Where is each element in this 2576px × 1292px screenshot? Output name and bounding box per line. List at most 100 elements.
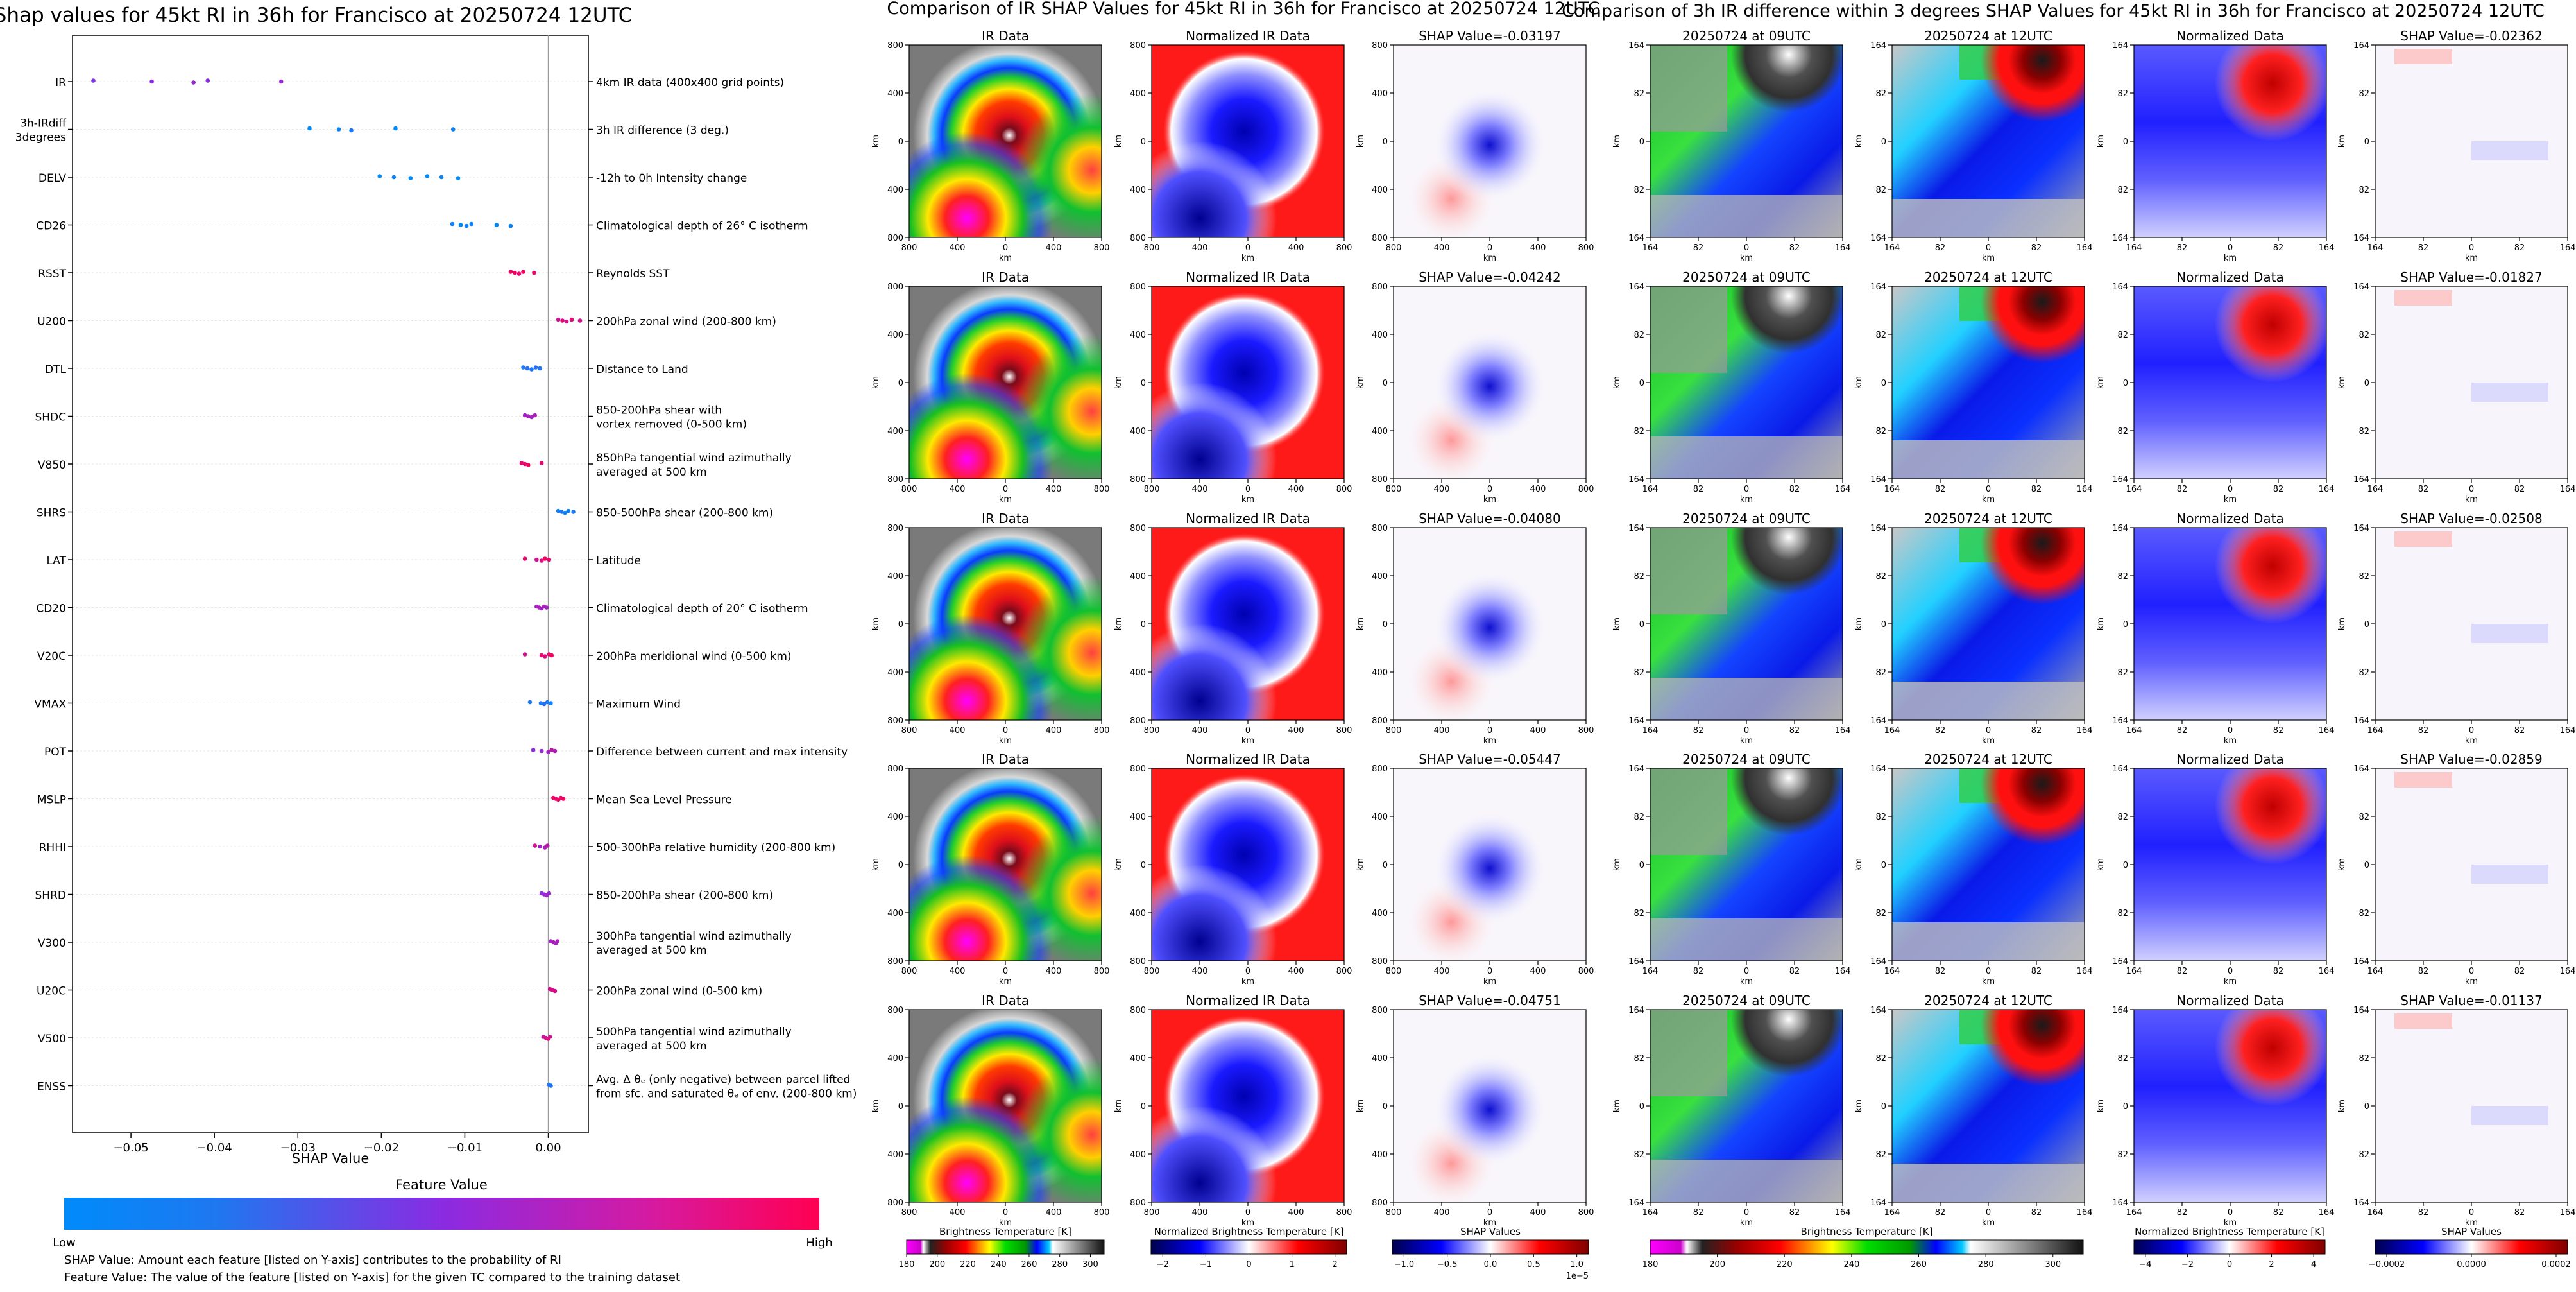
y-tick-label: 164 [2112, 524, 2128, 533]
x-tick-label: −0.01 [447, 1141, 482, 1155]
shap-point [205, 78, 210, 83]
y-tick-label: 800 [1130, 957, 1146, 967]
x-axis-label: km [2465, 736, 2478, 746]
y-tick-label: 164 [2353, 282, 2369, 292]
shap-summary-panel: Shap values for 45kt RI in 36h for Franc… [0, 4, 857, 1284]
y-tick-label: 800 [887, 957, 903, 967]
y-tick-label: 82 [1875, 89, 1886, 99]
shap-point [538, 844, 542, 849]
x-tick-label: 82 [2031, 1208, 2042, 1218]
x-axis-label: km [1982, 254, 1995, 263]
feature-colorbar-low: Low [53, 1236, 75, 1250]
image-panel [2375, 44, 2568, 238]
shap-point [559, 510, 564, 514]
x-tick-label: 164 [1642, 1208, 1659, 1218]
x-tick-label: 800 [1386, 243, 1402, 253]
shap-point [522, 413, 527, 418]
subplot-title: Normalized Data [2176, 511, 2284, 526]
colorbar-tick-label: −0.0002 [2369, 1260, 2405, 1270]
y-tick-label: 164 [1870, 282, 1886, 292]
x-tick-label: 82 [1693, 967, 1704, 976]
subplot-title: SHAP Value=-0.01137 [2400, 993, 2542, 1008]
x-tick-label: 400 [950, 243, 966, 253]
x-tick-label: 400 [1530, 485, 1546, 494]
y-tick-label: 400 [1372, 909, 1388, 918]
x-tick-label: 0 [1245, 967, 1250, 976]
y-tick-label: 164 [2112, 764, 2128, 774]
x-tick-label: 82 [2273, 485, 2284, 494]
image-panel [1650, 286, 1843, 479]
feature-description: Latitude [596, 555, 641, 567]
y-axis-label: km [2096, 135, 2106, 148]
y-tick-label: 400 [887, 1150, 903, 1160]
y-tick-label: 164 [2112, 41, 2128, 51]
y-tick-label: 800 [1372, 716, 1388, 726]
x-tick-label: 400 [1530, 726, 1546, 736]
x-tick-label: 0 [2228, 1208, 2233, 1218]
subplot-title: 20250724 at 09UTC [1682, 993, 1811, 1008]
x-tick-label: 800 [1094, 485, 1110, 494]
image-panel [1891, 286, 2085, 479]
x-tick-label: 0 [1003, 485, 1008, 494]
x-axis-label: km [1982, 736, 1995, 746]
y-tick-label: 400 [1372, 185, 1388, 195]
image-panel [908, 1009, 1102, 1203]
shap-point [516, 271, 522, 276]
shap-plot-frame [72, 35, 589, 1133]
x-tick-label: 82 [2418, 1208, 2429, 1218]
shap-row-guides [68, 81, 593, 1087]
x-tick-label: 400 [950, 1208, 966, 1218]
shap-point [191, 80, 196, 85]
x-tick-label: 82 [1935, 485, 1946, 494]
y-tick-label: 164 [1628, 1198, 1644, 1208]
y-tick-label: 82 [2358, 1150, 2369, 1160]
y-tick-label: 0 [1881, 137, 1886, 147]
colorbar-tick-label: 1.0 [1570, 1260, 1583, 1270]
colorbar-tick-label: 280 [1052, 1260, 1068, 1270]
y-tick-label: 800 [1130, 716, 1146, 726]
y-tick-label: 0 [1639, 137, 1644, 147]
feature-description: Climatological depth of 20° C isotherm [596, 603, 808, 616]
y-tick-label: 400 [1130, 1150, 1146, 1160]
colorbar-label: Normalized Brightness Temperature [K] [1154, 1226, 1344, 1237]
y-tick-label: 164 [1870, 41, 1886, 51]
y-axis-label: km [1114, 376, 1123, 389]
colorbar-tick-label: 280 [1978, 1260, 1994, 1270]
feature-label: ENSS [37, 1081, 66, 1094]
x-tick-label: −0.04 [197, 1141, 232, 1155]
shap-point [571, 510, 576, 514]
shap-point [521, 270, 525, 274]
shap-point [566, 508, 571, 513]
y-tick-label: 800 [1372, 524, 1388, 533]
subplot-title: IR Data [982, 752, 1029, 767]
x-axis-label: km [999, 736, 1012, 746]
y-tick-label: 82 [1633, 185, 1644, 195]
y-tick-label: 164 [2353, 957, 2369, 967]
y-tick-label: 0 [1141, 1102, 1146, 1112]
shap-point [569, 317, 574, 322]
y-tick-label: 400 [887, 572, 903, 581]
x-tick-label: 164 [2367, 243, 2384, 253]
x-axis-label: km [2465, 1218, 2478, 1228]
x-tick-label: 82 [2177, 967, 2188, 976]
y-tick-label: 0 [2364, 137, 2369, 147]
x-tick-label: 82 [2418, 243, 2429, 253]
x-tick-label: 164 [1642, 967, 1659, 976]
x-tick-label: 82 [2177, 485, 2188, 494]
x-axis-label: km [1740, 1218, 1753, 1228]
subplot-title: SHAP Value=-0.04242 [1419, 270, 1560, 285]
y-tick-label: 164 [1628, 716, 1644, 726]
y-tick-label: 400 [1130, 427, 1146, 436]
x-tick-label: 0 [2469, 243, 2474, 253]
y-tick-label: 82 [1875, 427, 1886, 436]
colorbar-tick-label: 1 [1289, 1260, 1294, 1270]
x-tick-label: 400 [950, 726, 966, 736]
x-tick-label: 164 [2319, 485, 2335, 494]
x-tick-label: 800 [901, 485, 917, 494]
feature-description: 4km IR data (400x400 grid points) [596, 76, 784, 89]
y-tick-label: 82 [2358, 572, 2369, 581]
subplot-title: 20250724 at 09UTC [1682, 752, 1811, 767]
x-tick-label: 400 [1192, 243, 1208, 253]
y-tick-label: 0 [1383, 379, 1388, 388]
shap-point [542, 702, 547, 707]
